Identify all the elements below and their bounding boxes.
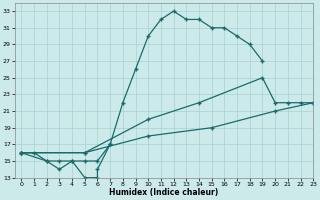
- X-axis label: Humidex (Indice chaleur): Humidex (Indice chaleur): [109, 188, 219, 197]
